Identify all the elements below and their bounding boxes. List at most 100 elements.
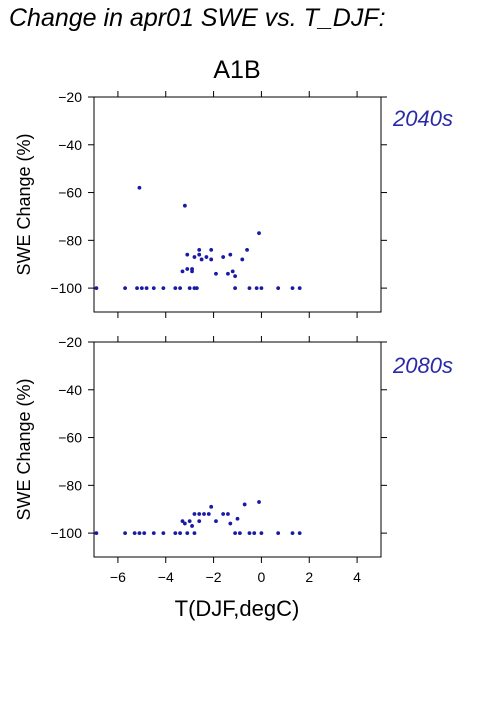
data-point bbox=[137, 531, 142, 536]
data-point bbox=[214, 519, 218, 524]
data-point bbox=[197, 247, 202, 252]
scenario-title: A1B bbox=[213, 56, 261, 84]
y-tick-label: −80 bbox=[58, 477, 82, 493]
data-point bbox=[192, 255, 197, 259]
y-axis-label: SWE Change (%) bbox=[14, 133, 34, 275]
data-point bbox=[290, 531, 295, 536]
period-label-2080s: 2080s bbox=[393, 353, 453, 378]
data-point bbox=[151, 286, 156, 291]
data-point bbox=[233, 531, 238, 536]
data-point bbox=[235, 516, 240, 521]
data-point bbox=[151, 531, 156, 536]
data-point bbox=[192, 531, 197, 536]
y-tick-label: −100 bbox=[50, 525, 82, 541]
data-point bbox=[144, 286, 149, 291]
data-point bbox=[178, 286, 183, 291]
data-point bbox=[259, 286, 264, 291]
data-point bbox=[185, 267, 190, 271]
data-point bbox=[94, 286, 99, 291]
data-point bbox=[180, 519, 185, 524]
y-tick-label: −20 bbox=[58, 334, 82, 350]
y-tick-label: −80 bbox=[58, 232, 82, 248]
data-point bbox=[297, 531, 302, 536]
x-tick-label: 0 bbox=[258, 569, 266, 585]
data-point bbox=[240, 257, 245, 262]
y-tick-label: −100 bbox=[50, 280, 82, 296]
data-point bbox=[190, 269, 194, 274]
data-point bbox=[221, 255, 226, 259]
data-point bbox=[276, 531, 281, 536]
data-point bbox=[230, 269, 235, 274]
data-point bbox=[226, 271, 230, 276]
data-point bbox=[202, 512, 206, 516]
data-point bbox=[187, 519, 192, 524]
data-point bbox=[247, 531, 252, 536]
data-point bbox=[139, 286, 144, 291]
data-point bbox=[197, 519, 202, 524]
data-point bbox=[137, 185, 142, 190]
data-point bbox=[254, 286, 259, 291]
plot-frame bbox=[93, 341, 382, 558]
y-tick-label: −40 bbox=[58, 382, 82, 398]
data-point bbox=[135, 286, 139, 291]
data-point bbox=[247, 286, 252, 291]
data-point bbox=[182, 203, 187, 208]
data-point bbox=[237, 531, 242, 536]
data-point bbox=[123, 286, 127, 291]
data-point bbox=[276, 286, 281, 291]
data-point bbox=[142, 531, 147, 536]
x-tick-label: −6 bbox=[110, 569, 126, 585]
data-point bbox=[259, 531, 264, 536]
x-tick-label: −2 bbox=[206, 569, 222, 585]
data-point bbox=[209, 257, 214, 262]
y-tick-label: −20 bbox=[58, 89, 82, 105]
data-point bbox=[297, 286, 302, 291]
data-point bbox=[132, 531, 137, 536]
data-point bbox=[161, 286, 166, 291]
data-point bbox=[197, 512, 202, 516]
data-point bbox=[161, 531, 166, 536]
x-tick-label: −4 bbox=[158, 569, 174, 585]
chart-panel-2040s: −20 −40 −60 −80 −100 SWE Change (%) bbox=[14, 89, 387, 318]
data-point bbox=[185, 531, 190, 536]
data-point bbox=[199, 257, 204, 262]
y-axis-label: SWE Change (%) bbox=[14, 378, 34, 520]
y-tick-label: −40 bbox=[58, 137, 82, 153]
data-point bbox=[257, 500, 261, 504]
data-point bbox=[233, 274, 238, 279]
data-point bbox=[182, 521, 187, 526]
data-point bbox=[228, 521, 233, 526]
data-point bbox=[173, 286, 178, 291]
data-point bbox=[257, 231, 261, 236]
y-tick-label: −60 bbox=[58, 185, 82, 201]
data-point bbox=[245, 247, 249, 252]
data-point bbox=[178, 531, 183, 536]
data-point bbox=[173, 531, 178, 536]
data-point bbox=[192, 512, 197, 516]
data-point bbox=[197, 252, 202, 257]
data-point bbox=[180, 269, 185, 274]
period-label-2040s: 2040s bbox=[393, 106, 453, 131]
data-point bbox=[252, 531, 257, 536]
data-point bbox=[226, 512, 230, 516]
x-tick-label: 4 bbox=[353, 569, 361, 585]
data-point bbox=[228, 252, 233, 257]
data-point bbox=[187, 286, 192, 291]
data-point bbox=[242, 502, 247, 507]
plot-frame bbox=[93, 96, 382, 313]
data-point bbox=[221, 512, 226, 516]
page-title: Change in apr01 SWE vs. T_DJF: bbox=[9, 4, 386, 32]
data-point bbox=[185, 252, 190, 257]
y-tick-label: −60 bbox=[58, 430, 82, 446]
x-axis-label: T(DJF,degC) bbox=[174, 596, 300, 621]
data-point bbox=[194, 286, 199, 291]
data-point bbox=[123, 531, 127, 536]
data-point bbox=[190, 524, 194, 528]
x-tick-label: 2 bbox=[305, 569, 313, 585]
data-point bbox=[290, 286, 295, 291]
data-point bbox=[204, 255, 209, 259]
data-point bbox=[233, 286, 238, 291]
data-point bbox=[214, 271, 218, 276]
